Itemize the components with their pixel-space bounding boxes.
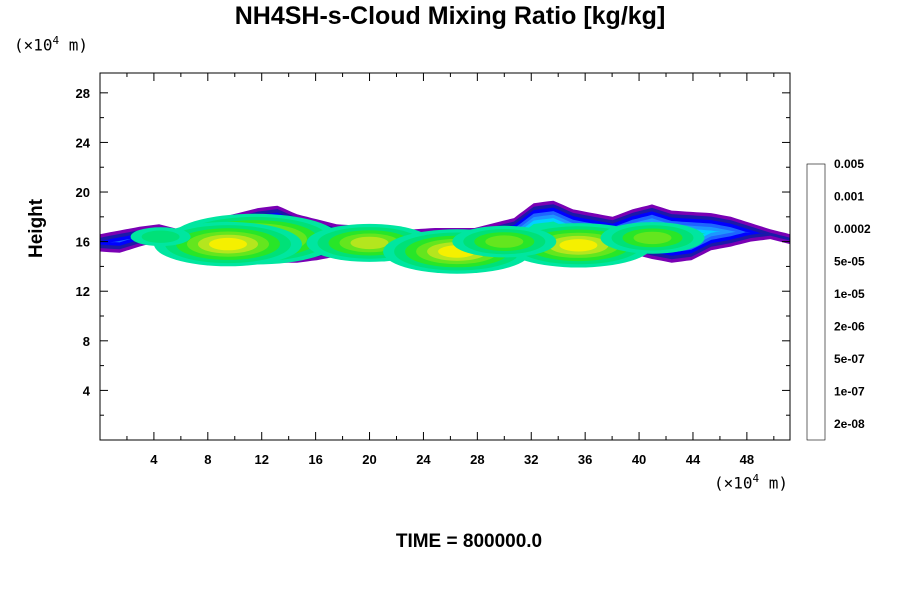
x-tick-label: 28 bbox=[470, 452, 484, 467]
cloud-core bbox=[633, 231, 672, 245]
y-tick-label: 24 bbox=[76, 135, 91, 150]
y-tick-label: 20 bbox=[76, 185, 90, 200]
colorbar-label: 5e-07 bbox=[834, 352, 865, 366]
x-tick-label: 24 bbox=[416, 452, 431, 467]
y-tick-label: 4 bbox=[83, 383, 91, 398]
y-axis-unit: (×104 m) bbox=[14, 34, 89, 55]
x-tick-label: 36 bbox=[578, 452, 592, 467]
x-tick-label: 32 bbox=[524, 452, 538, 467]
colorbar-frame bbox=[806, 163, 826, 441]
x-tick-label: 20 bbox=[362, 452, 376, 467]
colorbar-label: 1e-07 bbox=[834, 384, 865, 398]
cloud-core bbox=[141, 230, 180, 243]
y-tick-label: 28 bbox=[76, 86, 90, 101]
cloud-field bbox=[100, 200, 790, 274]
colorbar-label: 2e-06 bbox=[834, 319, 865, 333]
plot-frame bbox=[99, 72, 791, 441]
colorbar-label: 2e-08 bbox=[834, 417, 865, 431]
colorbar-label: 0.0002 bbox=[834, 222, 871, 236]
chart-title: NH4SH-s-Cloud Mixing Ratio [kg/kg] bbox=[234, 2, 666, 30]
colorbar-label: 0.001 bbox=[834, 190, 864, 204]
x-tick-label: 16 bbox=[308, 452, 322, 467]
x-tick-label: 48 bbox=[740, 452, 754, 467]
x-tick-label: 8 bbox=[204, 452, 211, 467]
x-tick-label: 40 bbox=[632, 452, 646, 467]
x-tick-label: 44 bbox=[686, 452, 701, 467]
colorbar: 2e-08 1e-07 5e-07 2e-06 1e-05 5e-05 0.0002 0.00… bbox=[806, 157, 871, 441]
colorbar-label: 1e-05 bbox=[834, 287, 865, 301]
cloud-core bbox=[350, 236, 389, 250]
colorbar-label: 5e-05 bbox=[834, 254, 865, 268]
colorbar-label: 0.005 bbox=[834, 157, 864, 171]
y-tick-label: 12 bbox=[76, 284, 90, 299]
x-tick-label: 4 bbox=[150, 452, 158, 467]
x-axis-unit: (×104 m) bbox=[714, 472, 789, 493]
x-tick-label: 12 bbox=[254, 452, 268, 467]
cloud-core bbox=[559, 239, 598, 252]
time-label: TIME = 800000.0 bbox=[395, 531, 543, 552]
y-tick-label: 16 bbox=[76, 235, 90, 250]
cloud-core bbox=[209, 237, 247, 251]
y-tick-label: 8 bbox=[83, 334, 90, 349]
cloud-core bbox=[485, 235, 524, 248]
